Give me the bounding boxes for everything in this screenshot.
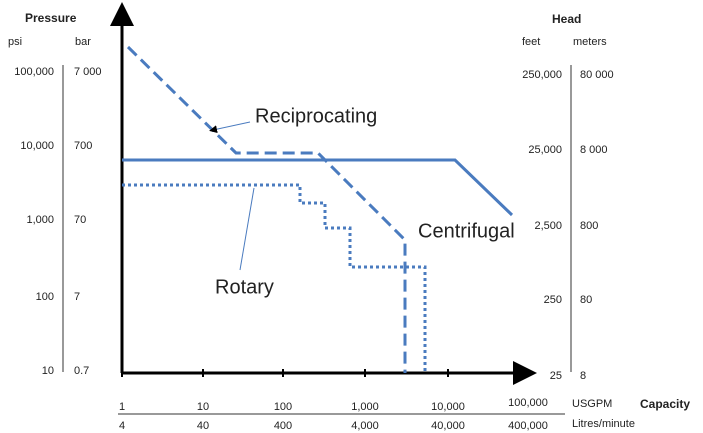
bar-label: 7 000: [74, 66, 102, 78]
bar-label: 70: [74, 214, 86, 226]
unit: bar: [75, 36, 91, 48]
bar-label: 7: [74, 291, 80, 303]
usgpm-label: 100: [274, 401, 292, 413]
unit: meters: [573, 36, 607, 48]
usgpm-label: 1: [119, 401, 125, 413]
usgpm-label: 10: [197, 401, 209, 413]
reciprocating-curve: [126, 45, 407, 373]
psi-label: 1,000: [26, 214, 54, 226]
usgpm-label: 1,000: [351, 401, 379, 413]
feet-label: 250,000: [522, 69, 562, 81]
unit: psi: [8, 36, 22, 48]
rotary-label: Rotary: [215, 276, 274, 298]
meters-label: 80: [580, 294, 592, 306]
meters-label: 8 000: [580, 144, 608, 156]
feet-label: 25: [550, 370, 562, 382]
unit: USGPM: [572, 398, 612, 410]
litres-label: 400,000: [508, 420, 548, 432]
unit: Litres/minute: [572, 418, 635, 430]
unit: feet: [522, 36, 540, 48]
usgpm-label: 10,000: [431, 401, 465, 413]
rotary-pointer: [239, 187, 255, 271]
litres-label: 40: [197, 420, 209, 432]
centrifugal-label: Centrifugal: [418, 220, 515, 242]
usgpm-label: 100,000: [508, 397, 548, 409]
meters-label: 80 000: [580, 69, 614, 81]
litres-label: 400: [274, 420, 292, 432]
meters-label: 8: [580, 370, 586, 382]
feet-label: 250: [544, 294, 562, 306]
litres-label: 40,000: [431, 420, 465, 432]
left-title: Pressure: [25, 11, 77, 25]
bar-label: 0.7: [74, 365, 89, 377]
centrifugal-curve: [122, 158, 514, 217]
psi-label: 10,000: [20, 140, 54, 152]
psi-label: 10: [42, 365, 54, 377]
psi-label: 100,000: [14, 66, 54, 78]
litres-label: 4,000: [351, 420, 379, 432]
reciprocating-label: Reciprocating: [255, 105, 377, 127]
rotary-curve: [122, 183, 427, 373]
reciprocating-pointer: [209, 121, 251, 134]
right-title: Head: [552, 12, 581, 26]
meters-label: 800: [580, 220, 598, 232]
bar-label: 700: [74, 140, 92, 152]
bottom-title: Capacity: [640, 397, 690, 411]
feet-label: 2,500: [534, 220, 562, 232]
litres-label: 4: [119, 420, 125, 432]
feet-label: 25,000: [528, 144, 562, 156]
psi-label: 100: [36, 291, 54, 303]
